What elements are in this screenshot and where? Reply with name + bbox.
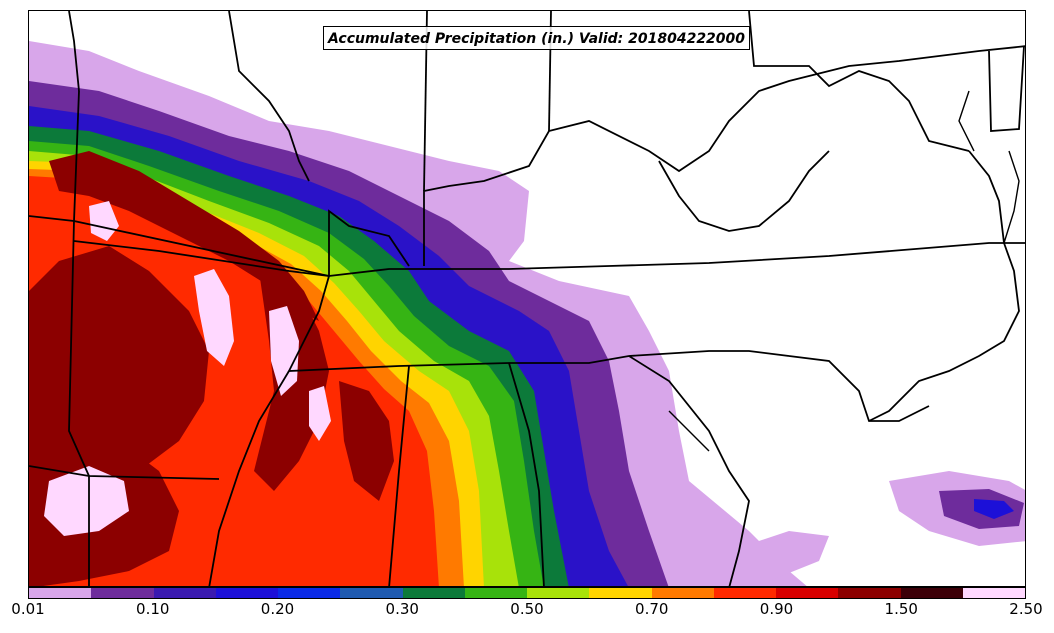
map-title: Accumulated Precipitation (in.) Valid: 2… — [323, 26, 751, 50]
precip-2-50-blob-e — [309, 386, 331, 441]
precip-2-50-blob-d — [89, 201, 119, 241]
colorbar-segment — [29, 588, 92, 598]
colorbar-tick-label: 0.30 — [385, 600, 419, 618]
precip-1-50-band-a — [49, 151, 319, 321]
colorbar-segment — [278, 588, 341, 598]
colorbar-tick-label: 0.50 — [510, 600, 544, 618]
colorbar-segment — [527, 588, 590, 598]
colorbar-segment — [215, 588, 278, 598]
colorbar-tick-label: 0.20 — [260, 600, 295, 618]
colorbar-segment — [589, 588, 652, 598]
map-svg — [29, 11, 1025, 586]
colorbar-segment — [776, 588, 839, 598]
colorbar-segment — [651, 588, 714, 598]
colorbar-segment — [402, 588, 465, 598]
colorbar-segment — [153, 588, 216, 598]
colorbar-tick-label: 2.50 — [1009, 600, 1043, 618]
colorbar-tick-label: 0.10 — [136, 600, 170, 618]
precip-2-50-blob-b — [269, 306, 299, 396]
colorbar-tick-label: 0.90 — [759, 600, 794, 618]
precip-1-50-band-e — [339, 381, 394, 501]
colorbar-segment — [900, 588, 963, 598]
coastline — [668, 90, 1020, 452]
precip-2-50-blob-a — [194, 269, 234, 366]
colorbar-segment — [340, 588, 403, 598]
colorbar — [28, 587, 1026, 599]
colorbar-tick-labels: 0.01 0.10 0.20 0.30 0.50 0.70 0.90 1.50 2.50 — [11, 600, 1042, 630]
colorbar-segment — [91, 588, 154, 598]
precip-2-50-blob-c — [44, 466, 129, 536]
precip-coastal-patch — [729, 531, 829, 586]
colorbar-segment — [713, 588, 776, 598]
precip-offshore-center — [974, 499, 1014, 519]
colorbar-segment — [838, 588, 901, 598]
precipitation-map: Accumulated Precipitation (in.) Valid: 2… — [28, 10, 1026, 587]
colorbar-tick-label: 1.50 — [884, 600, 918, 618]
colorbar-tick-label: 0.70 — [635, 600, 669, 618]
colorbar-tick-label: 0.01 — [11, 600, 45, 618]
colorbar-segment — [962, 588, 1025, 598]
colorbar-segment — [464, 588, 527, 598]
